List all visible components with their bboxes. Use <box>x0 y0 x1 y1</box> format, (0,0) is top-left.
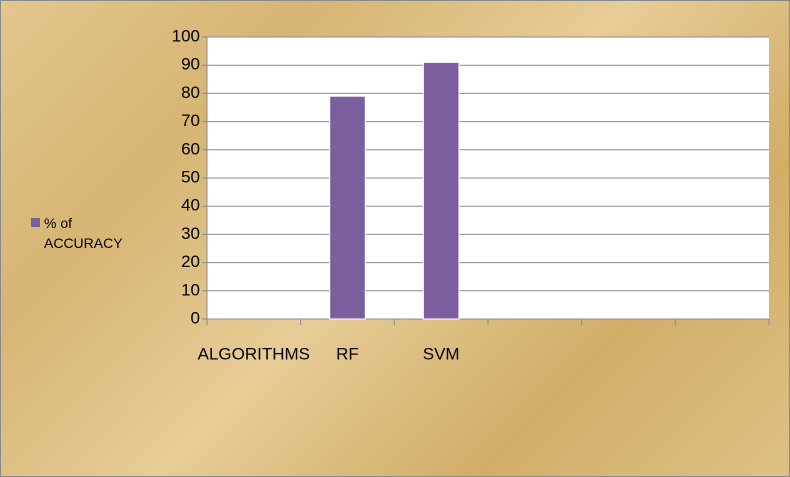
y-tick-label: 100 <box>172 26 200 45</box>
y-tick-label: 40 <box>181 196 200 215</box>
legend-label: % of ACCURACY <box>44 215 123 251</box>
y-tick-label: 50 <box>181 167 200 186</box>
y-tick-label: 60 <box>181 139 200 158</box>
y-tick-label: 10 <box>181 280 200 299</box>
x-tick-label: ALGORITHMS <box>198 344 310 363</box>
y-tick-label: 70 <box>181 111 200 130</box>
legend-swatch <box>31 218 40 227</box>
y-tick-label: 90 <box>181 55 200 74</box>
y-tick-label: 30 <box>181 224 200 243</box>
bar <box>422 61 460 320</box>
y-tick-label: 20 <box>181 252 200 271</box>
legend: % of ACCURACY <box>31 213 151 253</box>
y-tick-label: 80 <box>181 83 200 102</box>
x-tick-label: SVM <box>423 344 460 363</box>
x-tick-label: RF <box>336 344 359 363</box>
y-tick-label: 0 <box>191 308 200 327</box>
bar <box>329 95 366 320</box>
